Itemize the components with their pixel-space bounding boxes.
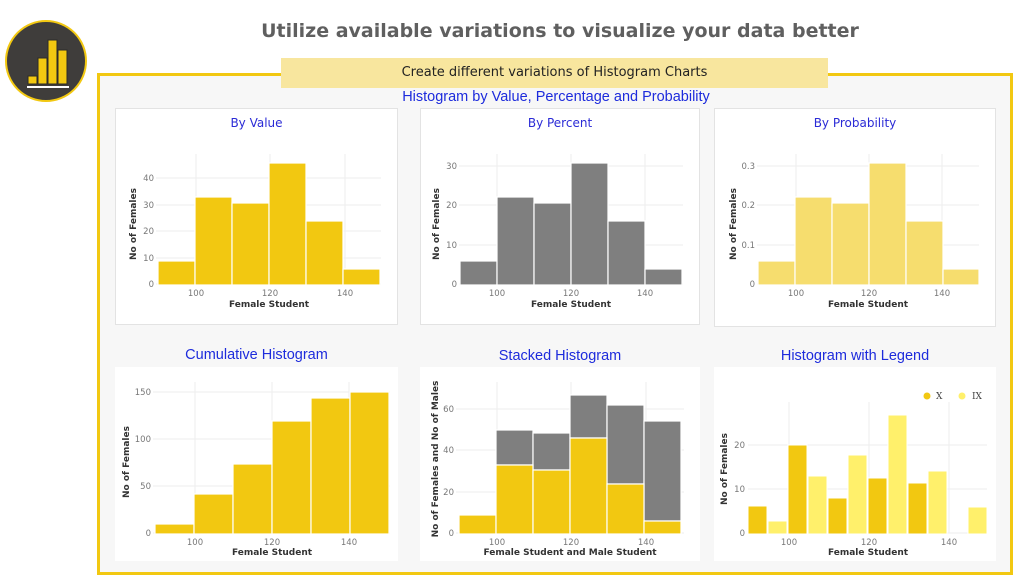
- svg-text:140: 140: [638, 538, 654, 548]
- chart-title: By Value: [230, 116, 283, 130]
- svg-text:140: 140: [637, 289, 653, 299]
- legend[interactable]: X IX: [923, 392, 983, 402]
- svg-text:100: 100: [781, 538, 797, 548]
- histogram-plot[interactable]: 0 10 20 30 40 100 120 140 Female Student No of…: [116, 109, 399, 326]
- chart-title-legend: Histogram with Legend: [780, 348, 930, 364]
- x-axis-label: Female Student and Male Student: [483, 548, 657, 558]
- svg-text:20: 20: [443, 488, 454, 498]
- y-axis-label: No of Females: [729, 188, 739, 260]
- svg-text:120: 120: [563, 538, 579, 548]
- chart-title: By Probability: [813, 116, 897, 130]
- svg-text:10: 10: [446, 241, 457, 251]
- svg-text:30: 30: [143, 201, 154, 211]
- histogram-plot[interactable]: 0 0.1 0.2 0.3 100 120 140 Female Student No o…: [715, 109, 997, 328]
- chart-stacked: 0 20 40 60 100 120 140 Female Student and Mal…: [420, 367, 700, 561]
- chart-with-legend: 0 10 20 100 120 140 X IX Female Student No o…: [714, 367, 996, 561]
- svg-text:100: 100: [788, 289, 804, 299]
- svg-text:20: 20: [446, 201, 457, 211]
- app-logo: [5, 20, 87, 102]
- svg-text:120: 120: [264, 538, 280, 548]
- chart-by-percent: By Percent 0 10 20 30 100 120 140 Female Stud…: [420, 108, 700, 325]
- svg-text:0: 0: [146, 529, 151, 539]
- chart-by-value: By Value 0 10 20 30 40 100 120 140 Female Stud…: [115, 108, 398, 325]
- svg-text:140: 140: [941, 538, 957, 548]
- svg-text:0.1: 0.1: [741, 241, 755, 251]
- svg-text:0: 0: [452, 280, 457, 290]
- y-axis-label: No of Females: [720, 433, 730, 505]
- svg-text:0.2: 0.2: [741, 201, 755, 211]
- svg-text:20: 20: [734, 441, 745, 451]
- svg-text:120: 120: [861, 289, 877, 299]
- bar-chart-logo-icon: [27, 39, 69, 88]
- legend-label-ix: IX: [972, 392, 983, 402]
- svg-text:100: 100: [489, 289, 505, 299]
- chart-by-probability: By Probability 0 0.1 0.2 0.3 100 120 140 Fema…: [714, 108, 996, 327]
- y-axis-label: No of Females and No of Males: [431, 381, 441, 538]
- svg-text:30: 30: [446, 162, 457, 172]
- svg-text:0: 0: [149, 280, 154, 290]
- y-axis-label: No of Females: [129, 188, 139, 260]
- svg-text:0.3: 0.3: [741, 162, 755, 172]
- svg-text:120: 120: [563, 289, 579, 299]
- svg-text:100: 100: [135, 435, 151, 445]
- svg-text:40: 40: [443, 446, 454, 456]
- svg-text:10: 10: [734, 485, 745, 495]
- svg-text:140: 140: [934, 289, 950, 299]
- svg-text:100: 100: [187, 538, 203, 548]
- histogram-plot[interactable]: 0 10 20 30 100 120 140 Female Student No of F…: [421, 109, 701, 326]
- subtitle-banner: Create different variations of Histogram…: [281, 58, 828, 88]
- svg-text:0: 0: [740, 529, 745, 539]
- y-axis-label: No of Females: [122, 426, 132, 498]
- x-axis-label: Female Student: [828, 300, 909, 310]
- svg-text:40: 40: [143, 174, 154, 184]
- legend-label-x: X: [936, 392, 943, 402]
- chart-cumulative: 0 50 100 150 100 120 140 Female Student No of…: [115, 367, 398, 561]
- x-axis-label: Female Student: [828, 548, 909, 558]
- x-axis-label: Female Student: [531, 300, 612, 310]
- svg-text:10: 10: [143, 254, 154, 264]
- legend-marker-x-icon: [923, 392, 931, 400]
- x-axis-label: Female Student: [232, 548, 313, 558]
- svg-text:140: 140: [337, 289, 353, 299]
- svg-text:20: 20: [143, 227, 154, 237]
- svg-text:0: 0: [750, 280, 755, 290]
- svg-text:140: 140: [341, 538, 357, 548]
- svg-text:100: 100: [188, 289, 204, 299]
- svg-text:0: 0: [449, 529, 454, 539]
- chart-title: By Percent: [527, 116, 593, 130]
- svg-text:120: 120: [861, 538, 877, 548]
- svg-text:100: 100: [489, 538, 505, 548]
- stacked-histogram-plot[interactable]: 0 20 40 60 100 120 140 Female Student and Mal…: [420, 367, 700, 561]
- y-axis-label: No of Females: [432, 188, 442, 260]
- legend-marker-ix-icon: [958, 392, 966, 400]
- chart-title-cumulative: Cumulative Histogram: [185, 347, 328, 363]
- page-title: Utilize available variations to visualiz…: [261, 20, 859, 42]
- svg-text:150: 150: [135, 388, 151, 398]
- chart-title-stacked: Stacked Histogram: [498, 348, 622, 364]
- grouped-histogram-plot[interactable]: 0 10 20 100 120 140 X IX Female Student No o…: [714, 367, 996, 561]
- svg-text:50: 50: [140, 482, 151, 492]
- histogram-plot[interactable]: 0 50 100 150 100 120 140 Female Student No of…: [115, 367, 398, 561]
- svg-text:60: 60: [443, 405, 454, 415]
- x-axis-label: Female Student: [229, 300, 310, 310]
- section-title: Histogram by Value, Percentage and Proba…: [402, 89, 710, 105]
- svg-text:120: 120: [262, 289, 278, 299]
